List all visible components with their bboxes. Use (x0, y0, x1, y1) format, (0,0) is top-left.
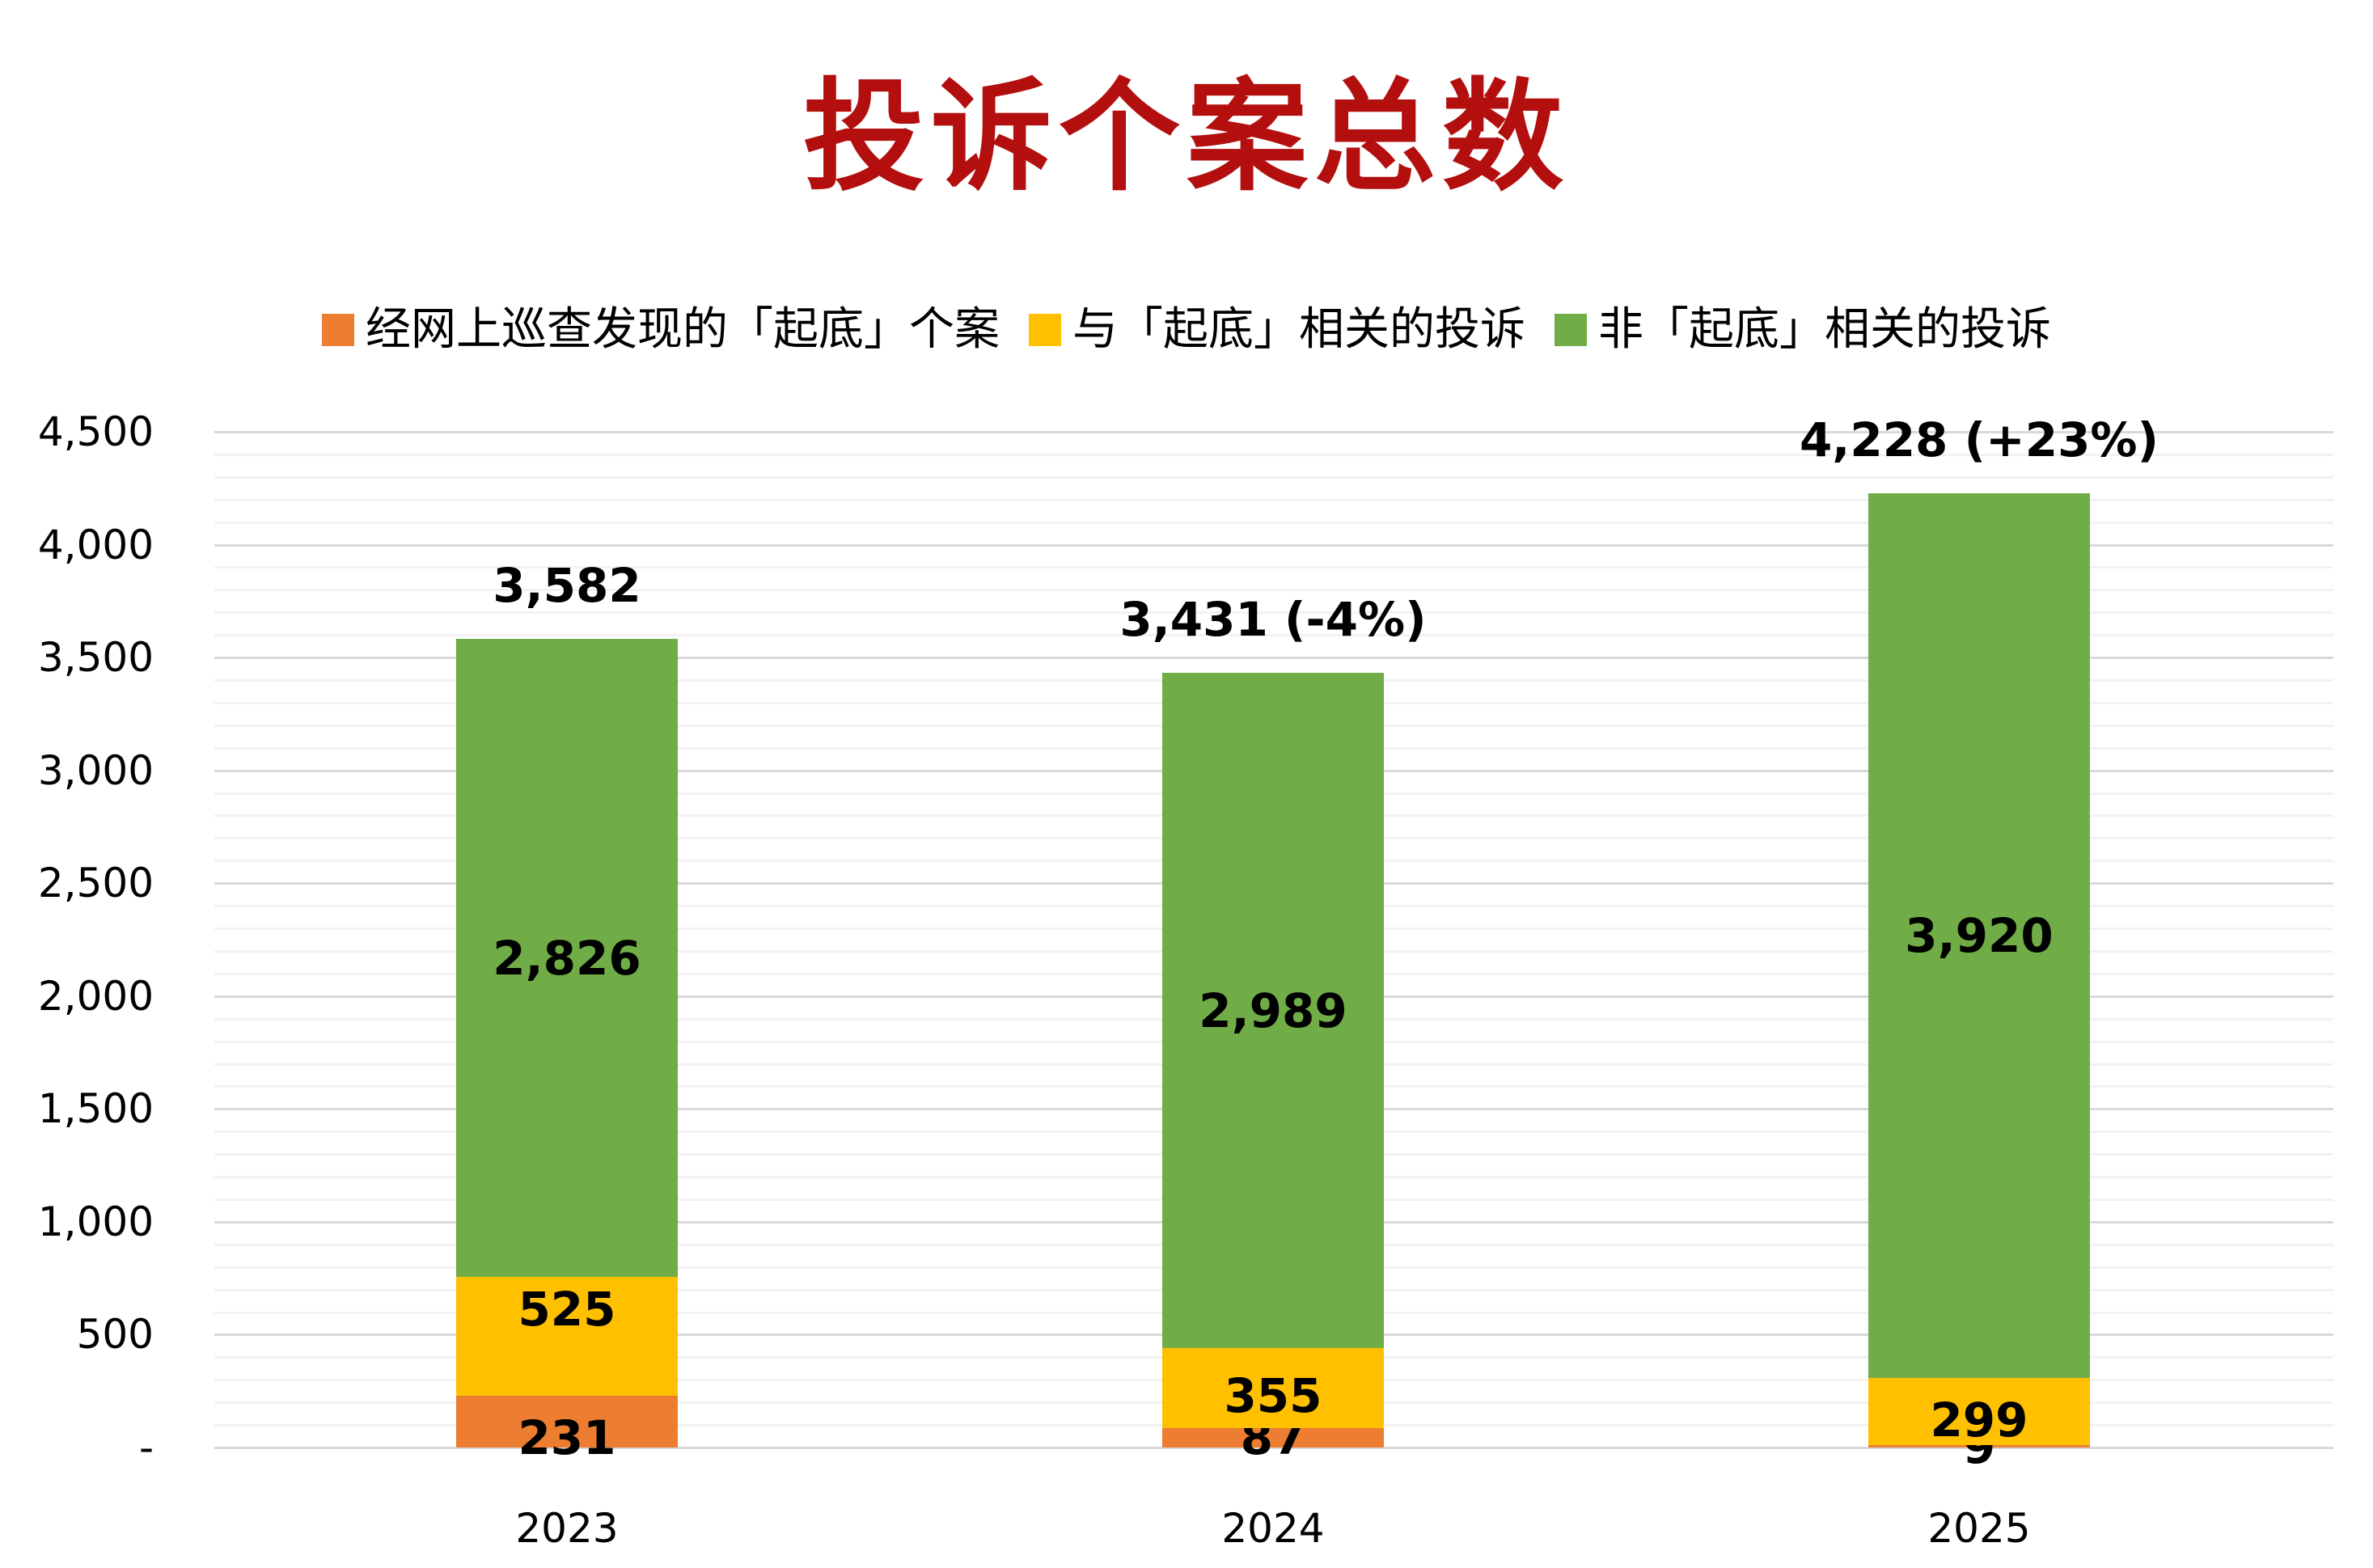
bar-segment (1868, 492, 2090, 1379)
segment-value-label: 3,920 (1905, 907, 2054, 963)
bar-segment (1868, 1378, 2090, 1446)
major-gridline (214, 657, 2333, 660)
minor-gridline (214, 475, 2333, 479)
legend-label: 非「起底」相关的投诉 (1598, 303, 2051, 356)
segment-value-label: 231 (518, 1410, 616, 1465)
bar-segment (456, 1276, 678, 1396)
legend-label: 经网上巡查发现的「起底」个案 (366, 303, 1000, 356)
x-tick-label: 2025 (1927, 1505, 2031, 1552)
major-gridline (214, 543, 2333, 547)
total-value-label: 3,431 (-4%) (1119, 592, 1427, 648)
minor-gridline (214, 566, 2333, 569)
y-tick-label: 1,500 (37, 1085, 154, 1133)
minor-gridline (214, 634, 2333, 637)
legend-swatch-orange (322, 314, 354, 346)
y-tick-label: - (138, 1424, 154, 1471)
minor-gridline (214, 589, 2333, 592)
minor-gridline (214, 453, 2333, 456)
major-gridline (214, 431, 2333, 433)
major-gridline (214, 1447, 2333, 1449)
y-tick-label: 500 (76, 1311, 154, 1359)
segment-value-label: 299 (1930, 1392, 2028, 1448)
y-tick-label: 4,500 (37, 408, 154, 455)
total-value-label: 3,582 (493, 558, 641, 614)
legend-item-online-cases: 经网上巡查发现的「起底」个案 (322, 307, 1000, 353)
y-tick-label: 2,500 (37, 860, 154, 907)
bar-segment (1162, 1427, 1384, 1448)
chart-title: 投诉个案总数 (802, 67, 1570, 208)
minor-gridline (214, 611, 2333, 615)
segment-value-label: 525 (518, 1281, 616, 1337)
segment-value-label: 355 (1224, 1368, 1322, 1424)
bar-segment (456, 639, 678, 1277)
segment-value-label: 2,826 (493, 930, 641, 986)
bar-segment (1162, 673, 1384, 1348)
y-tick-label: 3,500 (37, 634, 154, 682)
legend-item-related-complaints: 与「起底」相关的投诉 (1029, 307, 1525, 353)
bar-segment (1868, 1445, 2090, 1448)
x-tick-label: 2023 (515, 1505, 619, 1552)
legend-swatch-green (1555, 314, 1587, 346)
minor-gridline (214, 498, 2333, 501)
y-tick-label: 4,000 (37, 521, 154, 568)
y-tick-label: 3,000 (37, 746, 154, 794)
legend-label: 与「起底」相关的投诉 (1072, 303, 1525, 356)
bar-segment (1162, 1347, 1384, 1428)
segment-value-label: 2,989 (1199, 983, 1347, 1038)
bar-segment (456, 1395, 678, 1448)
legend-swatch-yellow (1029, 314, 1061, 346)
legend-item-unrelated-complaints: 非「起底」相关的投诉 (1555, 307, 2051, 353)
minor-gridline (214, 521, 2333, 524)
total-value-label: 4,228 (+23%) (1799, 412, 2159, 467)
x-tick-label: 2024 (1221, 1505, 1325, 1552)
legend: 经网上巡查发现的「起底」个案 与「起底」相关的投诉 非「起底」相关的投诉 (0, 307, 2373, 353)
y-tick-label: 1,000 (37, 1198, 154, 1245)
y-tick-label: 2,000 (37, 972, 154, 1020)
